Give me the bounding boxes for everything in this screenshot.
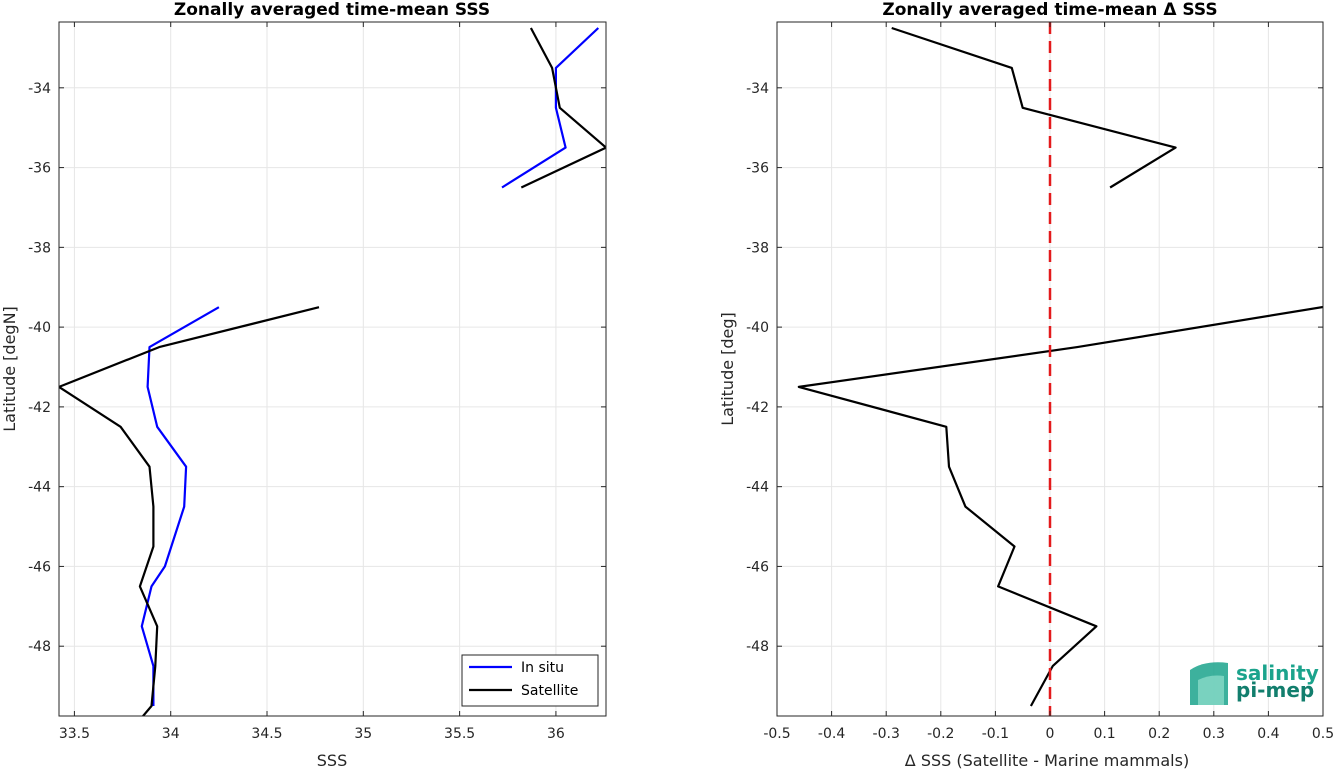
sss-series-lines xyxy=(59,27,606,716)
delta-sss-panel: Zonally averaged time-mean Δ SSS -0.5 -0.… xyxy=(718,0,1334,769)
sss-clipped-series xyxy=(59,27,606,716)
delta-x-tick-label: 0.3 xyxy=(1203,726,1225,742)
sss-x-tick-label: 33.5 xyxy=(59,726,90,742)
sss-y-tick-label: -40 xyxy=(28,320,51,336)
sss-tick-labels: 33.5 34 34.5 35 35.5 36 -48 -46 -44 -42 -40 -38 -36 -… xyxy=(28,22,606,742)
delta-y-tick-label: -48 xyxy=(746,639,769,655)
delta-clipped-series xyxy=(797,22,1323,716)
delta-x-tick-label: 0.2 xyxy=(1148,726,1170,742)
delta-tick-labels: -0.5 -0.4 -0.3 -0.2 -0.1 0 0.1 0.2 0.3 0.4 0.5 -48 -… xyxy=(746,22,1334,742)
sss-x-tick-label: 34 xyxy=(162,726,180,742)
sss-series-line-in-situ xyxy=(140,306,220,706)
sss-plot-frame xyxy=(58,21,607,717)
sss-legend: In situ Satellite xyxy=(461,654,599,707)
logo-wave-inner-shape xyxy=(1198,675,1224,705)
legend-satellite-label: Satellite xyxy=(521,683,578,699)
sss-series-line-satellite xyxy=(520,27,606,189)
logo-text-salinity: salinity xyxy=(1236,661,1319,685)
sss-y-tick-label: -42 xyxy=(28,400,51,416)
delta-chart-title: Zonally averaged time-mean Δ SSS xyxy=(882,0,1217,20)
sss-panel: Zonally averaged time-mean SSS 33.5 34 34.… xyxy=(0,0,607,769)
delta-y-tick-label: -44 xyxy=(746,480,769,496)
delta-x-axis-label: Δ SSS (Satellite - Marine mammals) xyxy=(905,751,1189,769)
legend-insitu-label: In situ xyxy=(521,660,564,676)
sss-y-tick-label: -36 xyxy=(28,161,51,177)
delta-y-tick-label: -46 xyxy=(746,559,769,575)
delta-x-tick-label: 0.5 xyxy=(1312,726,1334,742)
delta-y-tick-label: -38 xyxy=(746,240,769,256)
sss-series-line-in-situ xyxy=(501,27,600,189)
salinity-pimep-logo: salinity pi-mep xyxy=(1190,661,1319,705)
sss-chart-title: Zonally averaged time-mean SSS xyxy=(174,0,490,20)
sss-x-tick-label: 34.5 xyxy=(251,726,282,742)
delta-x-tick-label: 0.1 xyxy=(1093,726,1115,742)
sss-x-axis-label: SSS xyxy=(317,751,347,769)
delta-y-tick-label: -34 xyxy=(746,81,769,97)
sss-series-line-satellite xyxy=(59,306,320,716)
delta-x-tick-label: -0.5 xyxy=(763,726,790,742)
delta-series-line-0 xyxy=(891,26,1177,189)
delta-y-tick-label: -40 xyxy=(746,320,769,336)
sss-y-tick-label: -44 xyxy=(28,480,51,496)
delta-series-line-0 xyxy=(797,305,1323,707)
delta-x-tick-label: 0 xyxy=(1046,726,1055,742)
delta-x-tick-label: 0.4 xyxy=(1257,726,1279,742)
delta-y-axis-label: Latitude [deg] xyxy=(718,312,737,426)
delta-x-tick-label: -0.4 xyxy=(818,726,845,742)
legend-box xyxy=(461,654,599,707)
delta-x-tick-label: -0.3 xyxy=(873,726,900,742)
delta-x-tick-label: -0.2 xyxy=(927,726,954,742)
sss-y-tick-label: -34 xyxy=(28,81,51,97)
delta-x-tick-label: -0.1 xyxy=(982,726,1009,742)
sss-x-tick-label: 35.5 xyxy=(444,726,475,742)
delta-y-tick-label: -42 xyxy=(746,400,769,416)
sss-x-tick-label: 35 xyxy=(354,726,372,742)
delta-series-lines xyxy=(797,22,1323,716)
sss-y-tick-label: -48 xyxy=(28,639,51,655)
sss-y-axis-label: Latitude [degN] xyxy=(0,306,19,432)
sss-x-tick-label: 36 xyxy=(547,726,565,742)
sss-grid xyxy=(59,22,606,716)
delta-y-tick-label: -36 xyxy=(746,161,769,177)
logo-text-pimep: pi-mep xyxy=(1236,678,1314,702)
sss-y-tick-label: -46 xyxy=(28,559,51,575)
sss-y-tick-label: -38 xyxy=(28,240,51,256)
